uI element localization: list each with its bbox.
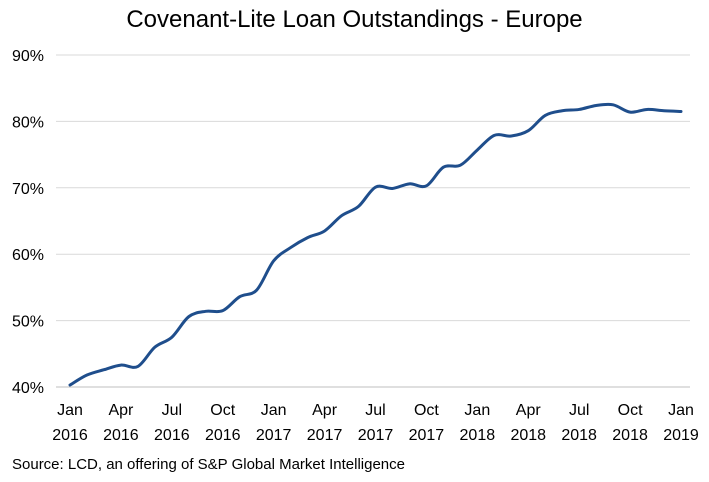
x-tick-month-label: Jul xyxy=(162,402,182,419)
x-tick-month-label: Oct xyxy=(210,402,235,419)
x-axis-ticks: Jan 2016 Apr 2016 Jul 2016 Oct 2016 Jan 2017 Apr 20… xyxy=(52,402,699,444)
x-tick-month-label: Jul xyxy=(569,402,589,419)
source-note: Source: LCD, an offering of S&P Global M… xyxy=(12,456,405,473)
y-tick-label: 40% xyxy=(12,380,44,397)
x-tick-year-label: 2018 xyxy=(460,427,496,444)
x-tick-month-label: Jan xyxy=(57,402,83,419)
x-tick-year-label: 2017 xyxy=(358,427,394,444)
x-tick-year-label: 2019 xyxy=(663,427,699,444)
x-tick-year-label: 2018 xyxy=(561,427,597,444)
series-layer xyxy=(68,102,683,387)
x-tick-year-label: 2018 xyxy=(510,427,546,444)
y-axis-ticks: 40% 50% 60% 70% 80% 90% xyxy=(12,48,44,397)
x-tick-month-label: Apr xyxy=(312,402,338,419)
x-tick-year-label: 2017 xyxy=(307,427,343,444)
x-tick-year-label: 2016 xyxy=(154,427,190,444)
x-tick-month-label: Apr xyxy=(516,402,542,419)
x-tick-year-label: 2018 xyxy=(612,427,648,444)
x-tick-month-label: Oct xyxy=(414,402,439,419)
x-tick-month-label: Apr xyxy=(108,402,134,419)
y-tick-label: 80% xyxy=(12,114,44,131)
x-tick-month-label: Jan xyxy=(464,402,490,419)
chart-title: Covenant-Lite Loan Outstandings - Europe xyxy=(126,6,583,33)
x-tick-month-label: Jan xyxy=(668,402,694,419)
y-tick-label: 60% xyxy=(12,247,44,264)
x-tick-month-label: Jan xyxy=(261,402,287,419)
x-tick-month-label: Oct xyxy=(618,402,643,419)
x-tick-year-label: 2016 xyxy=(103,427,139,444)
x-tick-month-label: Jul xyxy=(365,402,385,419)
series-line xyxy=(68,102,683,387)
x-tick-year-label: 2017 xyxy=(409,427,445,444)
y-tick-label: 90% xyxy=(12,48,44,65)
x-tick-year-label: 2017 xyxy=(256,427,292,444)
y-tick-label: 50% xyxy=(12,314,44,331)
x-tick-year-label: 2016 xyxy=(52,427,88,444)
x-tick-year-label: 2016 xyxy=(205,427,241,444)
y-tick-label: 70% xyxy=(12,181,44,198)
